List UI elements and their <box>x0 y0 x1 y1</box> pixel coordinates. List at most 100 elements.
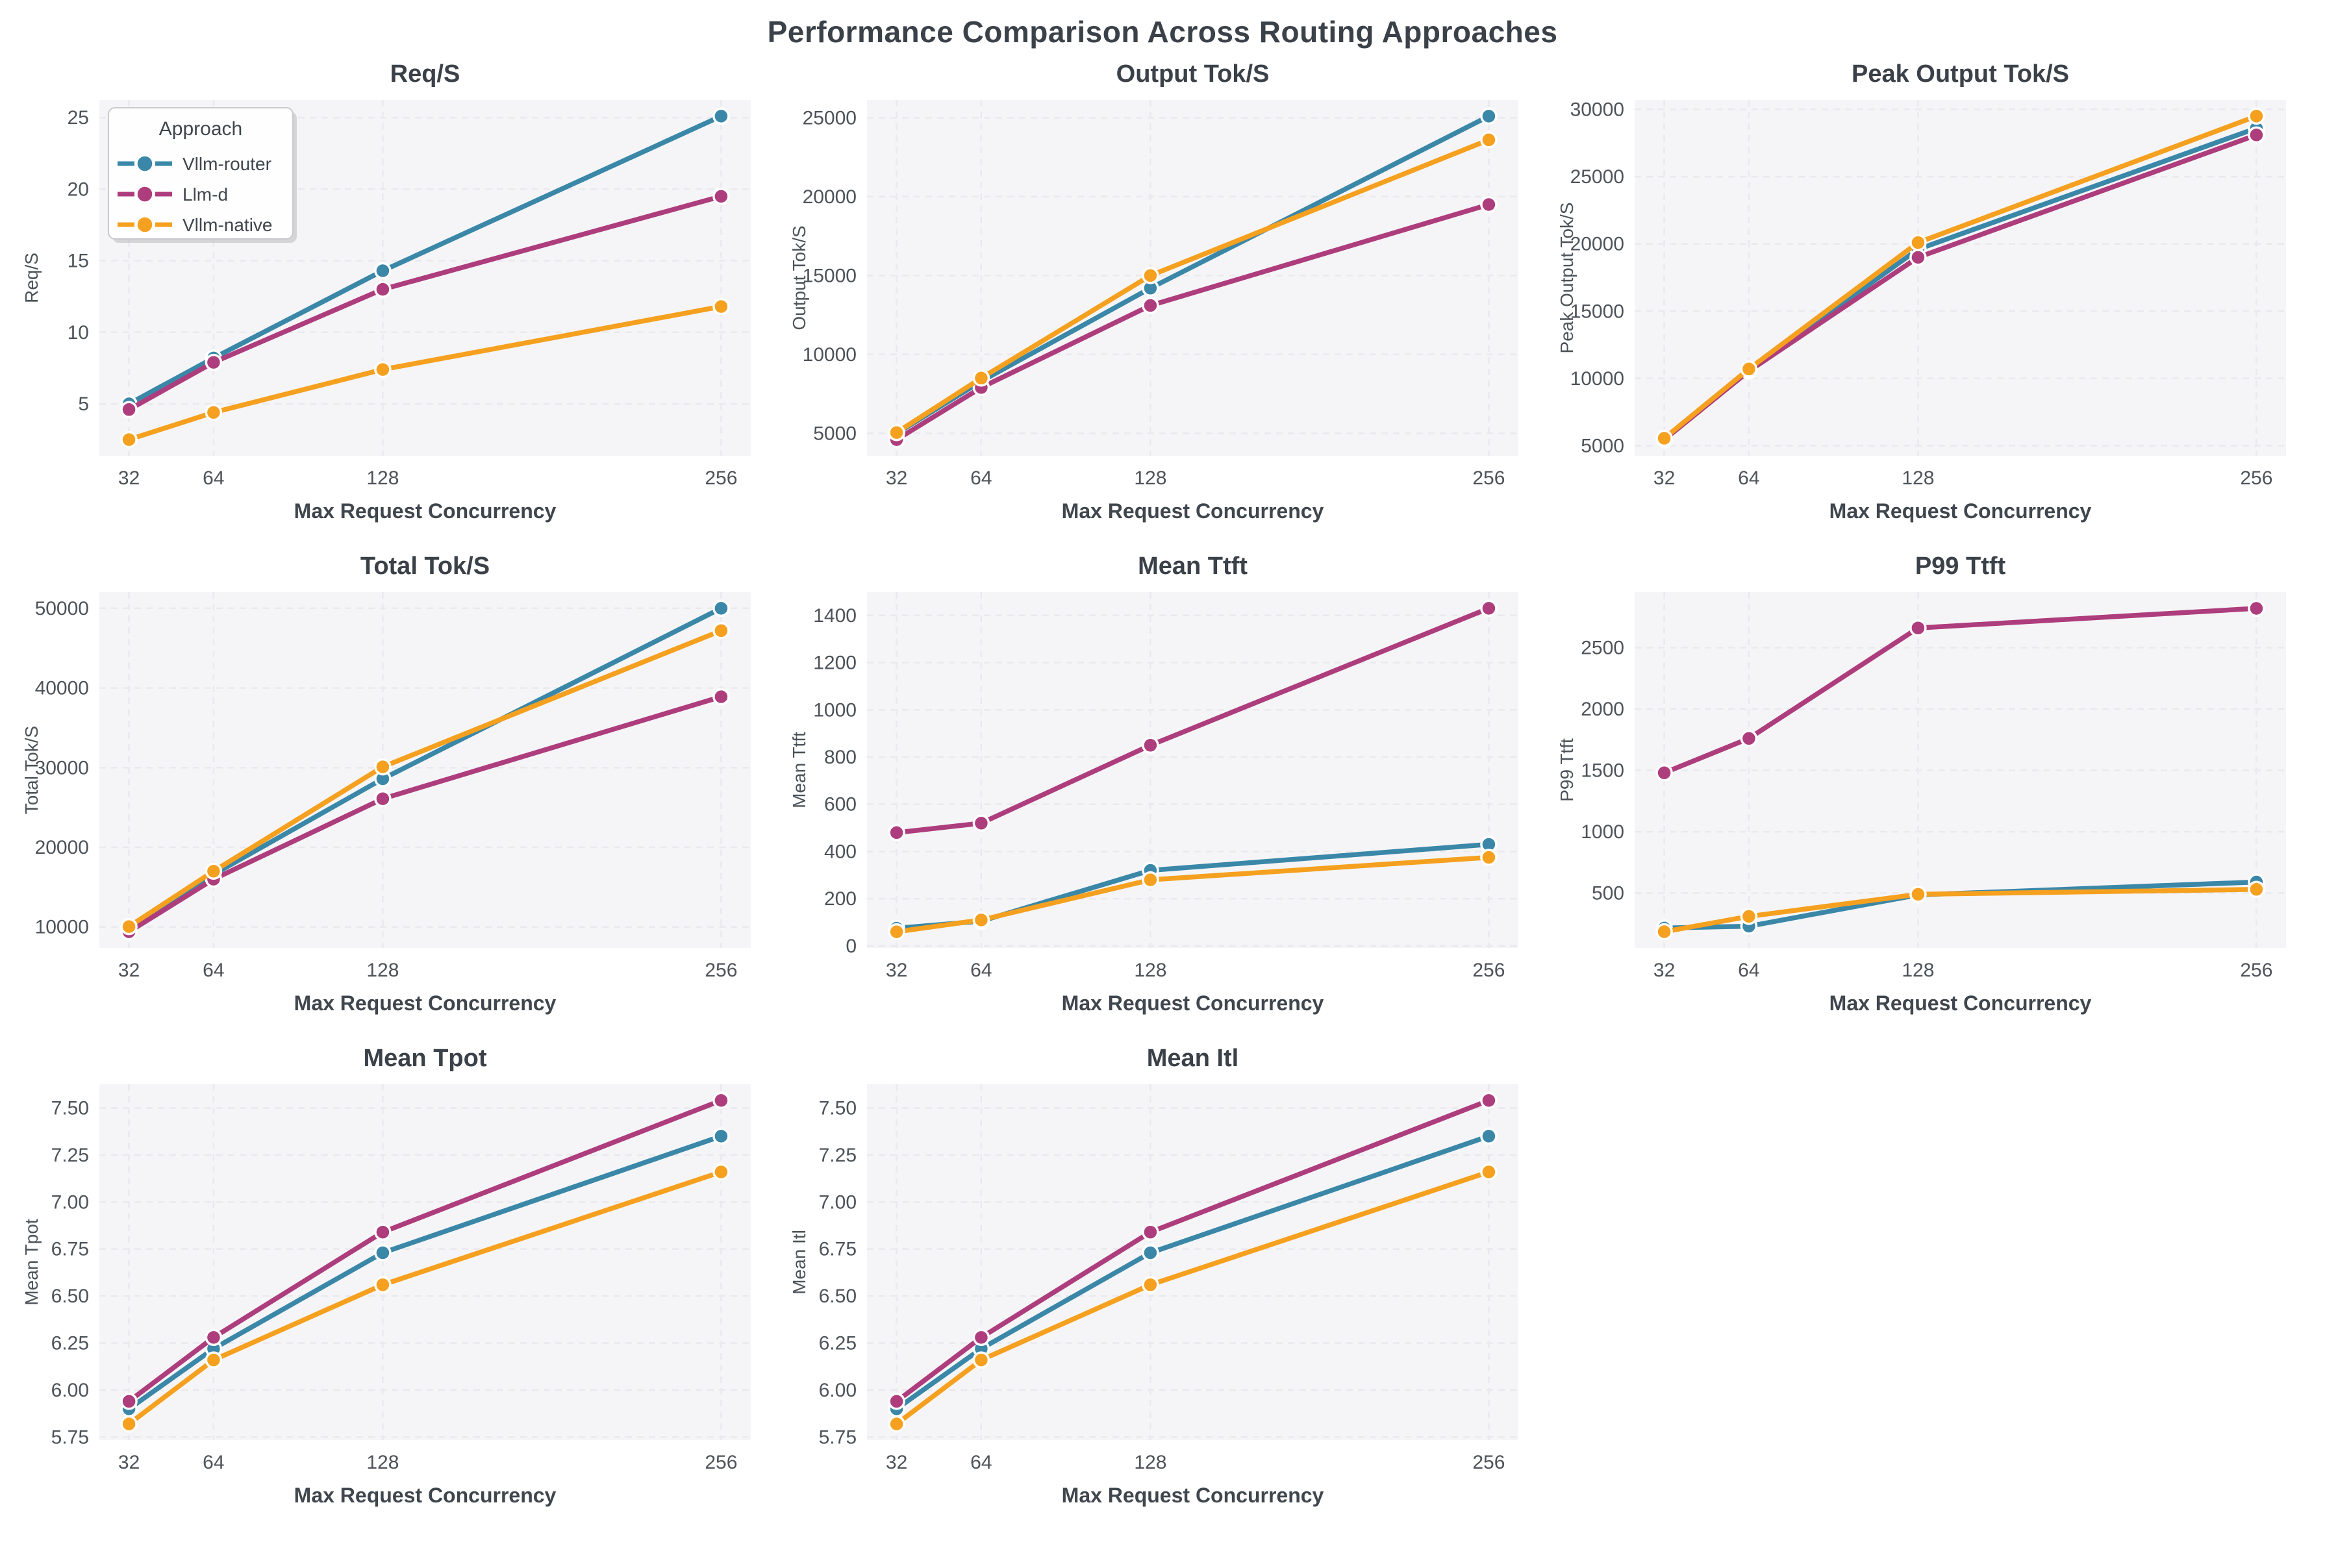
x-tick-label: 64 <box>970 1452 992 1473</box>
data-point-vllm-native <box>120 917 138 936</box>
x-tick-label: 32 <box>118 960 140 981</box>
legend-label-vllm-router: Vllm-router <box>182 154 271 174</box>
data-point-vllm-native <box>1142 1276 1159 1294</box>
data-point-vllm-native <box>1655 429 1673 447</box>
data-point-vllm-native <box>972 911 990 929</box>
data-point-vllm-native <box>1740 908 1758 925</box>
data-point-vllm-native <box>374 1276 392 1294</box>
y-tick-label: 20 <box>68 179 89 200</box>
y-axis-label: Req/S <box>21 253 42 303</box>
x-tick-label: 256 <box>705 1452 737 1473</box>
y-tick-label: 6.75 <box>819 1239 857 1260</box>
chart-canvas-p99-ttft: 500 1000 1500 2000 2500 32 64 128 256 P99 Ttft Max… <box>1557 553 2286 1015</box>
y-tick-label: 0 <box>846 936 857 957</box>
y-tick-label: 6.00 <box>819 1380 857 1401</box>
y-tick-label: 1000 <box>813 699 857 721</box>
data-point-llm-d <box>1142 736 1159 754</box>
series-line-llm-d <box>126 1098 724 1404</box>
y-tick-label: 6.50 <box>51 1286 89 1307</box>
data-point-llm-d <box>205 1328 223 1347</box>
y-tick-label: 15000 <box>803 265 857 286</box>
series-line-vllm-native <box>126 1169 724 1426</box>
chart-canvas-mean-itl: 5.75 6.00 6.25 6.50 6.75 7.00 7.25 7.50 32 64 128 2… <box>789 1045 1518 1507</box>
x-tick-label: 128 <box>1134 467 1166 489</box>
data-point-llm-d <box>1740 730 1758 747</box>
data-point-vllm-native <box>1142 871 1159 889</box>
series-line-llm-d <box>126 193 724 412</box>
data-point-vllm-native <box>2248 107 2265 125</box>
data-point-vllm-native <box>1740 360 1758 378</box>
x-tick-label: 128 <box>1134 960 1166 981</box>
series-line-vllm-router <box>894 1134 1492 1412</box>
legend: Approach Vllm-router Llm-d Vllm-native <box>108 107 297 243</box>
chart-total-tok-s: 10000 20000 30000 40000 50000 32 64 128 256 Total… <box>18 547 772 1035</box>
y-tick-label: 6.75 <box>51 1239 89 1260</box>
data-point-vllm-native <box>1142 267 1159 284</box>
y-tick-label: 5000 <box>1581 435 1624 456</box>
data-point-vllm-router <box>374 1244 392 1262</box>
x-tick-label: 64 <box>970 960 992 981</box>
y-tick-label: 7.50 <box>819 1097 857 1119</box>
data-point-vllm-native <box>712 297 730 316</box>
y-tick-label: 500 <box>1592 883 1624 904</box>
y-tick-label: 50000 <box>35 598 89 619</box>
plot-area <box>99 592 751 948</box>
y-tick-label: 400 <box>824 841 857 862</box>
legend-label-vllm-native: Vllm-native <box>182 215 272 235</box>
data-point-llm-d <box>972 814 990 832</box>
chart-title: Req/S <box>390 60 460 88</box>
chart-mean-ttft: 0 200 400 600 800 1000 1200 1400 32 64 128 256 Mean … <box>786 547 1539 1035</box>
series-line-vllm-native <box>126 628 724 929</box>
data-point-llm-d <box>712 688 730 706</box>
y-tick-label: 10000 <box>1570 368 1624 390</box>
data-point-llm-d <box>374 1223 392 1241</box>
x-tick-label: 64 <box>203 467 224 489</box>
x-tick-label: 64 <box>203 1452 224 1473</box>
data-point-vllm-router <box>1480 1127 1498 1145</box>
data-point-llm-d <box>2248 599 2265 617</box>
chart-title: Mean Ttft <box>1138 553 1248 580</box>
series-line-vllm-router <box>1661 879 2259 931</box>
y-tick-label: 600 <box>824 794 857 815</box>
data-point-vllm-router <box>712 1127 730 1145</box>
x-tick-label: 256 <box>1472 467 1505 489</box>
x-axis-label: Max Request Concurrency <box>1062 1484 1324 1507</box>
data-point-vllm-native <box>1480 849 1498 866</box>
y-tick-label: 10000 <box>803 344 857 366</box>
y-tick-label: 30000 <box>1570 99 1624 121</box>
y-tick-label: 2000 <box>1581 699 1624 720</box>
data-point-vllm-native <box>374 360 392 379</box>
chart-title: Peak Output Tok/S <box>1852 60 2069 88</box>
y-axis-label: Mean Tpot <box>21 1219 42 1306</box>
y-tick-label: 1400 <box>813 605 857 627</box>
data-point-llm-d <box>1142 297 1159 314</box>
y-tick-label: 25000 <box>803 107 857 129</box>
chart-title: Mean Itl <box>1147 1045 1238 1072</box>
x-tick-label: 32 <box>886 1452 907 1473</box>
x-tick-label: 32 <box>1653 960 1675 981</box>
x-tick-label: 32 <box>886 467 907 489</box>
x-tick-label: 256 <box>1472 960 1505 981</box>
x-tick-label: 64 <box>1738 467 1759 489</box>
data-point-vllm-native <box>1909 886 1927 903</box>
y-axis-label: P99 Ttft <box>1557 738 1577 802</box>
x-axis-label: Max Request Concurrency <box>294 991 557 1015</box>
data-point-llm-d <box>1480 1091 1498 1110</box>
y-tick-label: 10 <box>68 322 89 343</box>
data-point-llm-d <box>374 280 392 298</box>
series-line-llm-d <box>894 1098 1492 1404</box>
x-tick-label: 128 <box>366 1452 399 1473</box>
chart-canvas-mean-tpot: 5.75 6.00 6.25 6.50 6.75 7.00 7.25 7.50 32 64 128 2… <box>21 1045 751 1507</box>
x-tick-label: 64 <box>203 960 224 981</box>
y-tick-label: 200 <box>824 888 857 910</box>
data-point-llm-d <box>712 1091 730 1110</box>
data-point-llm-d <box>1142 1223 1159 1241</box>
y-tick-label: 2500 <box>1581 637 1624 658</box>
y-axis-label: Output Tok/S <box>789 225 809 330</box>
y-tick-label: 10000 <box>35 917 89 938</box>
x-tick-label: 128 <box>1902 467 1934 489</box>
chart-peak-output-tok-s: 5000 10000 15000 20000 25000 30000 32 64 128 256 P… <box>1553 55 2307 543</box>
data-point-vllm-native <box>712 622 730 640</box>
data-point-vllm-native <box>972 1351 990 1369</box>
y-tick-label: 1000 <box>1581 821 1624 843</box>
